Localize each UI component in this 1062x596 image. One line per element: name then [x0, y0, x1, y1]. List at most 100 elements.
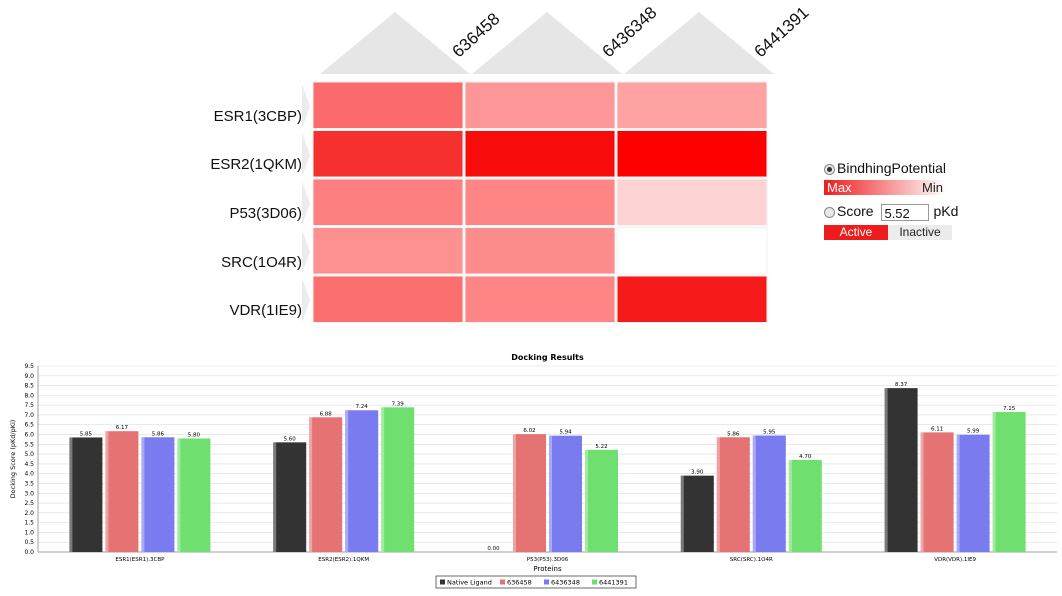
y-tick-label: 5.5 [24, 441, 34, 448]
y-tick-label: 6.0 [24, 432, 34, 439]
data-label: 4.70 [799, 454, 812, 460]
heatmap-cell [464, 227, 616, 275]
chart-title: Docking Results [511, 353, 584, 362]
row-label-p53: P53(3D06) [229, 205, 302, 222]
bar-highlight [716, 437, 720, 552]
binding-potential-option[interactable]: BindhingPotential [824, 160, 994, 176]
score-option[interactable]: Score 5.52 pKd [824, 203, 994, 221]
bar-highlight [884, 388, 888, 552]
data-label: 5.86 [152, 431, 165, 437]
data-label: 3.90 [691, 470, 704, 476]
y-tick-label: 0.5 [24, 539, 34, 546]
bar [345, 410, 379, 552]
heatmap-cell [312, 275, 464, 323]
data-label: 0.00 [487, 546, 500, 552]
y-tick-label: 7.0 [24, 412, 34, 419]
bar-highlight [752, 435, 756, 552]
heatmap-legend: BindhingPotential Max Min Score 5.52 pKd … [824, 160, 994, 240]
legend-entry: 6441391 [599, 579, 628, 587]
legend-swatch [500, 579, 505, 585]
binding-potential-label: BindhingPotential [837, 160, 946, 176]
bar-chart-canvas: Docking Results 0.0 0.5 1.0 1.5 2.0 2.5 3.0 3.5 4… [9, 353, 1057, 589]
heatmap-cell [312, 178, 464, 226]
x-tick-label: VDR(VDR).1IE9 [934, 557, 976, 563]
bar [309, 417, 343, 552]
y-tick-label: 9.0 [24, 373, 34, 380]
y-tick-label: 1.0 [24, 529, 34, 536]
row-label-vdr: VDR(1IE9) [229, 302, 302, 319]
bar-highlight [105, 431, 109, 552]
bar-highlight [513, 434, 516, 552]
data-label: 6.02 [523, 428, 535, 434]
row-label-src: SRC(1O4R) [221, 254, 302, 271]
y-tick-label: 6.5 [24, 422, 34, 429]
data-label: 5.22 [595, 444, 607, 450]
y-axis-label: Docking Score (pKd/pKi) [9, 420, 17, 499]
heatmap-cell [312, 81, 464, 129]
data-label: 7.24 [356, 404, 369, 410]
data-label: 5.85 [80, 431, 93, 437]
bar-highlight [141, 437, 145, 552]
row-dendrogram-shape [302, 132, 310, 177]
y-tick-label: 8.0 [24, 392, 34, 399]
bar [141, 437, 175, 552]
data-label: 5.80 [188, 432, 201, 438]
x-axis-label: Proteins [533, 565, 562, 573]
legend-swatch [592, 579, 597, 585]
legend-entry: 636458 [507, 579, 532, 587]
bar-highlight [381, 407, 385, 552]
data-label: 5.99 [967, 429, 980, 435]
data-label: 6.17 [116, 425, 129, 431]
data-label: 5.94 [559, 430, 572, 436]
y-tick-label: 4.0 [24, 471, 34, 478]
bar [273, 442, 307, 552]
x-tick-label: ESR1(ESR1).3CBP [115, 557, 165, 563]
data-label: 7.39 [392, 401, 405, 407]
data-label: 7.15 [1003, 406, 1016, 412]
binding-gradient-bar: Max Min [824, 180, 946, 195]
bar [956, 434, 990, 552]
heatmap-cell [464, 178, 616, 226]
row-dendrogram-shape [302, 84, 310, 129]
y-tick-label: 9.5 [24, 363, 34, 370]
heatmap-cell [312, 227, 464, 275]
data-label: 8.37 [895, 382, 908, 388]
bar-highlight [680, 475, 684, 552]
y-tick-label: 1.5 [24, 520, 34, 527]
data-label: 5.95 [763, 430, 776, 436]
score-input[interactable]: 5.52 [881, 203, 930, 221]
y-tick-label: 7.5 [24, 402, 34, 409]
legend-entry: 6436348 [551, 579, 580, 587]
bar-highlight [345, 410, 349, 552]
data-label: 5.60 [284, 436, 297, 442]
data-label: 5.86 [727, 431, 740, 437]
x-tick-label: ESR2(ESR2).1QKM [318, 557, 369, 563]
active-label: Active [824, 224, 888, 240]
bar-highlight [273, 442, 277, 552]
column-dendrogram-shape [624, 12, 774, 74]
score-radio-icon[interactable] [824, 206, 835, 218]
column-dendrogram-shape [320, 12, 470, 74]
gradient-max-label: Max [827, 180, 852, 195]
y-tick-label: 2.0 [24, 510, 34, 517]
bar [69, 437, 103, 552]
x-tick-label: SRC(SRC).1O4R [730, 557, 773, 563]
heatmap-cell [312, 130, 464, 178]
y-tick-label: 0.0 [24, 549, 34, 556]
legend-swatch [544, 579, 549, 585]
bar-highlight [69, 437, 73, 552]
heatmap-cell [616, 275, 768, 323]
heatmap-cell [616, 130, 768, 178]
bar [381, 407, 415, 552]
row-dendrogram-shape [302, 229, 310, 274]
bar-highlight [992, 412, 996, 552]
heatmap-panel: 636458 6436348 6441391 ESR1(3CBP) ESR2(1… [210, 3, 813, 323]
inactive-label: Inactive [888, 224, 952, 240]
bar [716, 437, 750, 552]
bar-highlight [585, 449, 588, 552]
bar-highlight [549, 435, 552, 552]
bar [549, 435, 582, 552]
binding-radio-icon[interactable] [824, 163, 835, 175]
y-tick-label: 4.5 [24, 461, 34, 468]
legend-entry: Native Ligand [447, 579, 492, 587]
